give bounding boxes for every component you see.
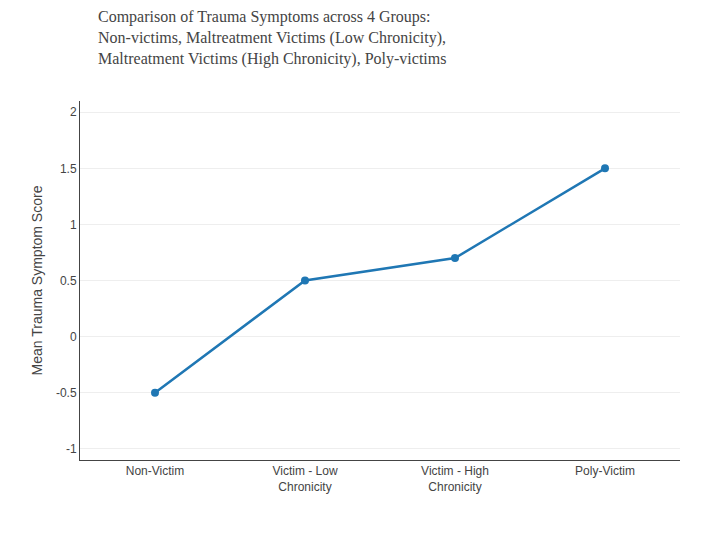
svg-text:0.5: 0.5 <box>60 274 77 288</box>
svg-text:Mean Trauma Symptom Score: Mean Trauma Symptom Score <box>29 185 45 375</box>
svg-text:Poly-Victim: Poly-Victim <box>575 464 635 478</box>
svg-text:2: 2 <box>70 105 77 119</box>
svg-text:Victim - HighChronicity: Victim - HighChronicity <box>421 464 489 494</box>
svg-text:-1: -1 <box>66 442 77 456</box>
svg-text:-0.5: -0.5 <box>56 386 77 400</box>
svg-text:Non-Victim: Non-Victim <box>126 464 184 478</box>
svg-text:Victim - LowChronicity: Victim - LowChronicity <box>272 464 337 494</box>
svg-text:1: 1 <box>70 218 77 232</box>
svg-text:1.5: 1.5 <box>60 162 77 176</box>
svg-text:Comparison of Trauma Symptoms: Comparison of Trauma Symptoms across 4 G… <box>98 8 446 68</box>
svg-text:0: 0 <box>70 330 77 344</box>
